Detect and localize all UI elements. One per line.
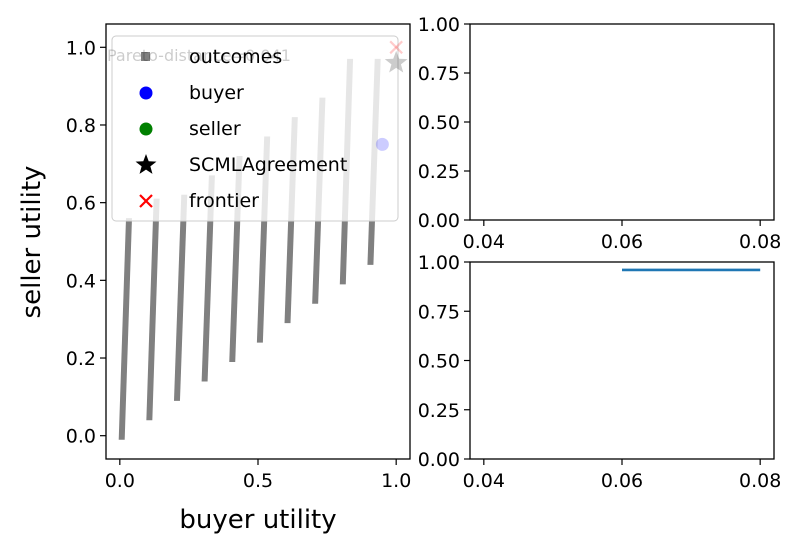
x-tick-label: 0.06 <box>601 231 643 253</box>
outcome-band <box>201 175 215 382</box>
y-tick-label: 1.00 <box>418 252 460 274</box>
x-tick-label: 0.04 <box>463 231 505 253</box>
x-tick-label: 1.0 <box>381 470 411 492</box>
y-tick-label: 0.50 <box>418 351 460 373</box>
x-tick-label: 0.08 <box>739 231 781 253</box>
y-tick-label: 0.8 <box>66 115 96 137</box>
legend-buyer-marker <box>139 86 153 100</box>
top-right-panel: 0.04 0.06 0.08 0.00 0.25 0.50 0.75 1.00 <box>418 14 782 253</box>
outcome-band <box>173 194 188 401</box>
y-tick-label: 0.00 <box>418 449 460 471</box>
legend-outcomes-label: outcomes <box>189 46 282 68</box>
buyer-point <box>375 137 389 151</box>
y-tick-label: 0.25 <box>418 400 460 422</box>
main-x-axis-label: buyer utility <box>179 505 336 535</box>
y-tick-label: 0.75 <box>418 301 460 323</box>
bottom-right-axis-ticks: 0.04 0.06 0.08 0.00 0.25 0.50 0.75 1.00 <box>418 252 782 492</box>
y-tick-label: 0.00 <box>418 210 460 232</box>
y-tick-label: 0.2 <box>66 348 96 370</box>
outcome-band <box>146 198 160 421</box>
y-tick-label: 1.00 <box>418 14 460 36</box>
main-scatter-panel: 0.0 0.5 1.0 0.0 0.2 0.4 0.6 0.8 1.0 buyer utilit… <box>17 23 412 535</box>
y-tick-label: 0.75 <box>418 63 460 85</box>
pareto-distance-annotation: Pareto-distance=0.041 <box>107 46 291 65</box>
legend: outcomes buyer seller SCMLAgreement fron… <box>111 35 399 222</box>
frontier-x-icon <box>389 40 403 55</box>
x-tick-label: 0.04 <box>463 470 505 492</box>
top-right-axis-ticks: 0.04 0.06 0.08 0.00 0.25 0.50 0.75 1.00 <box>418 14 782 253</box>
legend-buyer-label: buyer <box>189 82 244 104</box>
y-tick-label: 0.6 <box>66 193 96 215</box>
y-tick-label: 1.0 <box>66 37 96 59</box>
main-y-axis-label: seller utility <box>17 166 47 319</box>
top-right-axes-frame <box>469 23 775 221</box>
outcome-band <box>118 218 132 440</box>
x-tick-label: 0.5 <box>243 470 273 492</box>
x-tick-label: 0.06 <box>601 470 643 492</box>
legend-frontier-x-icon <box>139 194 153 208</box>
x-tick-label: 0.08 <box>739 470 781 492</box>
special-points <box>375 40 408 151</box>
legend-box <box>111 35 399 222</box>
legend-agreement-label: SCMLAgreement <box>189 154 347 176</box>
y-tick-label: 0.25 <box>418 161 460 183</box>
y-tick-label: 0.50 <box>418 112 460 134</box>
main-axis-ticks: 0.0 0.5 1.0 0.0 0.2 0.4 0.6 0.8 1.0 <box>66 37 412 492</box>
legend-outcomes-marker <box>141 52 150 61</box>
legend-agreement-star-icon <box>135 154 157 174</box>
bottom-right-panel: 0.04 0.06 0.08 0.00 0.25 0.50 0.75 1.00 <box>418 252 782 492</box>
main-axes-frame <box>105 23 411 460</box>
legend-frontier-label: frontier <box>189 190 259 212</box>
agreement-star-icon <box>384 50 408 73</box>
y-tick-label: 0.0 <box>66 426 96 448</box>
legend-seller-marker <box>139 122 153 136</box>
legend-seller-label: seller <box>189 118 241 140</box>
bottom-right-axes-frame <box>469 261 775 460</box>
y-tick-label: 0.4 <box>66 270 96 292</box>
x-tick-label: 0.0 <box>105 470 135 492</box>
